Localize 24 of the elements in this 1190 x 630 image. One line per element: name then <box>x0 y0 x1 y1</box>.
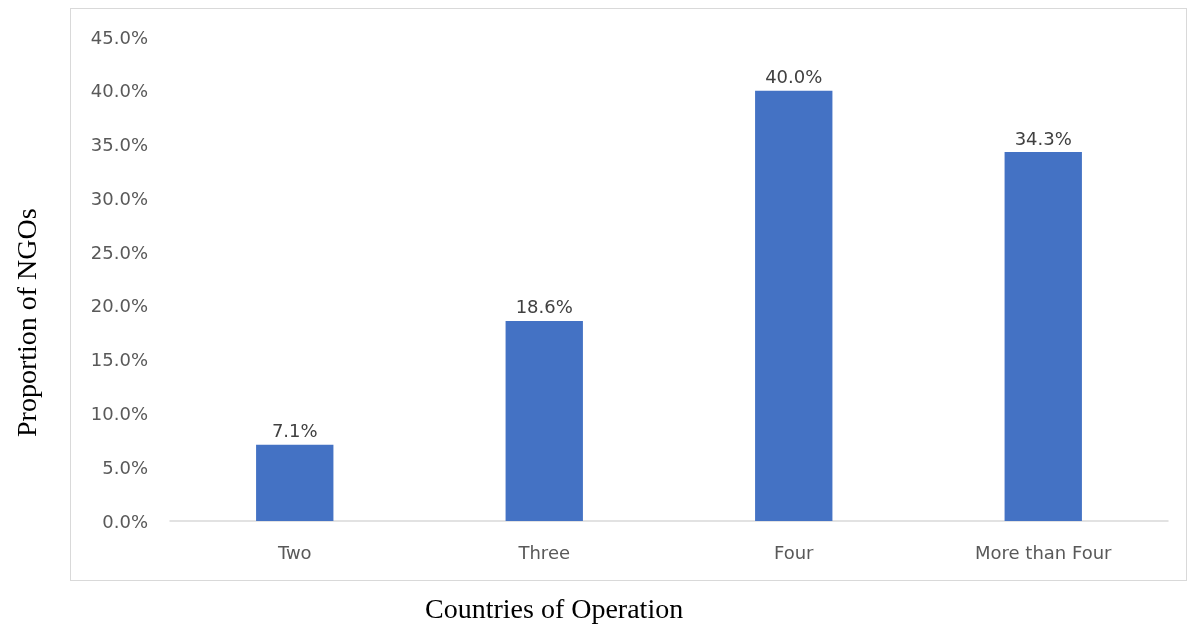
bar <box>256 444 334 521</box>
y-axis-title: Proportion of NGOs <box>10 208 42 437</box>
x-tick-label: Three <box>517 541 571 563</box>
y-tick-label: 10.0% <box>90 402 148 424</box>
x-tick-label: More than Four <box>974 541 1113 563</box>
y-tick-label: 30.0% <box>90 187 148 209</box>
y-tick-label: 40.0% <box>90 80 148 102</box>
data-label: 7.1% <box>271 420 318 442</box>
y-tick-label: 20.0% <box>90 295 148 317</box>
data-label: 40.0% <box>765 66 823 88</box>
data-label: 34.3% <box>1014 127 1072 149</box>
bar <box>1004 152 1082 521</box>
y-tick-label: 25.0% <box>90 241 148 263</box>
y-tick-label: 45.0% <box>90 26 148 48</box>
x-tick-label: Two <box>276 541 312 563</box>
x-tick-label: Four <box>773 541 815 563</box>
y-tick-label: 5.0% <box>102 456 148 478</box>
bar <box>755 90 833 521</box>
y-tick-label: 15.0% <box>90 349 148 371</box>
data-label: 18.6% <box>515 296 573 318</box>
y-tick-label: 0.0% <box>102 510 148 532</box>
bar <box>505 320 583 521</box>
x-axis-title: Countries of Operation <box>425 592 684 624</box>
y-tick-label: 35.0% <box>90 134 148 156</box>
